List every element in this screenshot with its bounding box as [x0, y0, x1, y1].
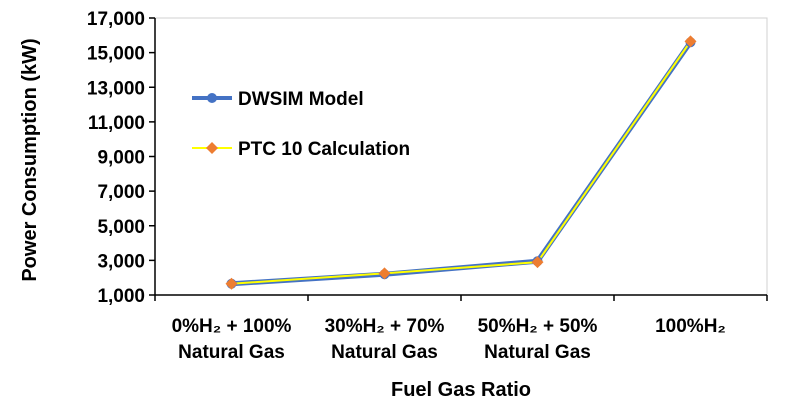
y-tick-label: 7,000: [97, 182, 145, 203]
x-axis-categories: 0%H₂ + 100% Natural Gas 30%H₂ + 70% Natural…: [172, 316, 726, 363]
data-point-ptc10: [225, 277, 238, 290]
x-category-label-line1: 0%H₂ + 100%: [172, 316, 292, 337]
y-tick-label: 11,000: [88, 113, 145, 134]
y-tick-label: 1,000: [97, 286, 145, 307]
series-line-dwsim: [231, 40, 693, 287]
x-axis-tick-marks: [154, 295, 768, 301]
y-tick-label: 5,000: [97, 217, 145, 238]
legend-marker-dwsim: [207, 93, 217, 103]
legend-label-ptc10: PTC 10 Calculation: [238, 139, 410, 160]
y-tick-label: 17,000: [87, 9, 145, 30]
y-axis-title: Power Consumption (kW): [19, 38, 41, 281]
data-point-ptc10: [531, 256, 544, 269]
y-tick-label: 9,000: [97, 148, 145, 169]
series-group: [225, 35, 697, 290]
y-axis-ticks: 1,000 3,000 5,000 7,000 9,000 11,000 13,000 15,…: [87, 9, 155, 307]
x-category-label-line1: 100%H₂: [655, 316, 726, 337]
data-point-ptc10: [378, 267, 391, 280]
legend-label-dwsim: DWSIM Model: [238, 89, 364, 110]
x-category-label-line2: Natural Gas: [331, 342, 438, 363]
series-line-ptc10: [231, 40, 692, 285]
y-tick-label: 15,000: [87, 44, 145, 65]
x-category-label-line2: Natural Gas: [178, 342, 285, 363]
x-category-label-line1: 50%H₂ + 50%: [478, 316, 598, 337]
legend-marker-ptc10: [206, 142, 218, 154]
legend: DWSIM Model PTC 10 Calculation: [192, 89, 410, 160]
x-axis-title: Fuel Gas Ratio: [391, 379, 531, 401]
y-tick-label: 3,000: [97, 251, 145, 272]
y-tick-label: 13,000: [87, 78, 145, 99]
x-category-label-line2: Natural Gas: [484, 342, 591, 363]
data-point-ptc10: [684, 35, 697, 48]
x-category-label-line1: 30%H₂ + 70%: [325, 316, 445, 337]
